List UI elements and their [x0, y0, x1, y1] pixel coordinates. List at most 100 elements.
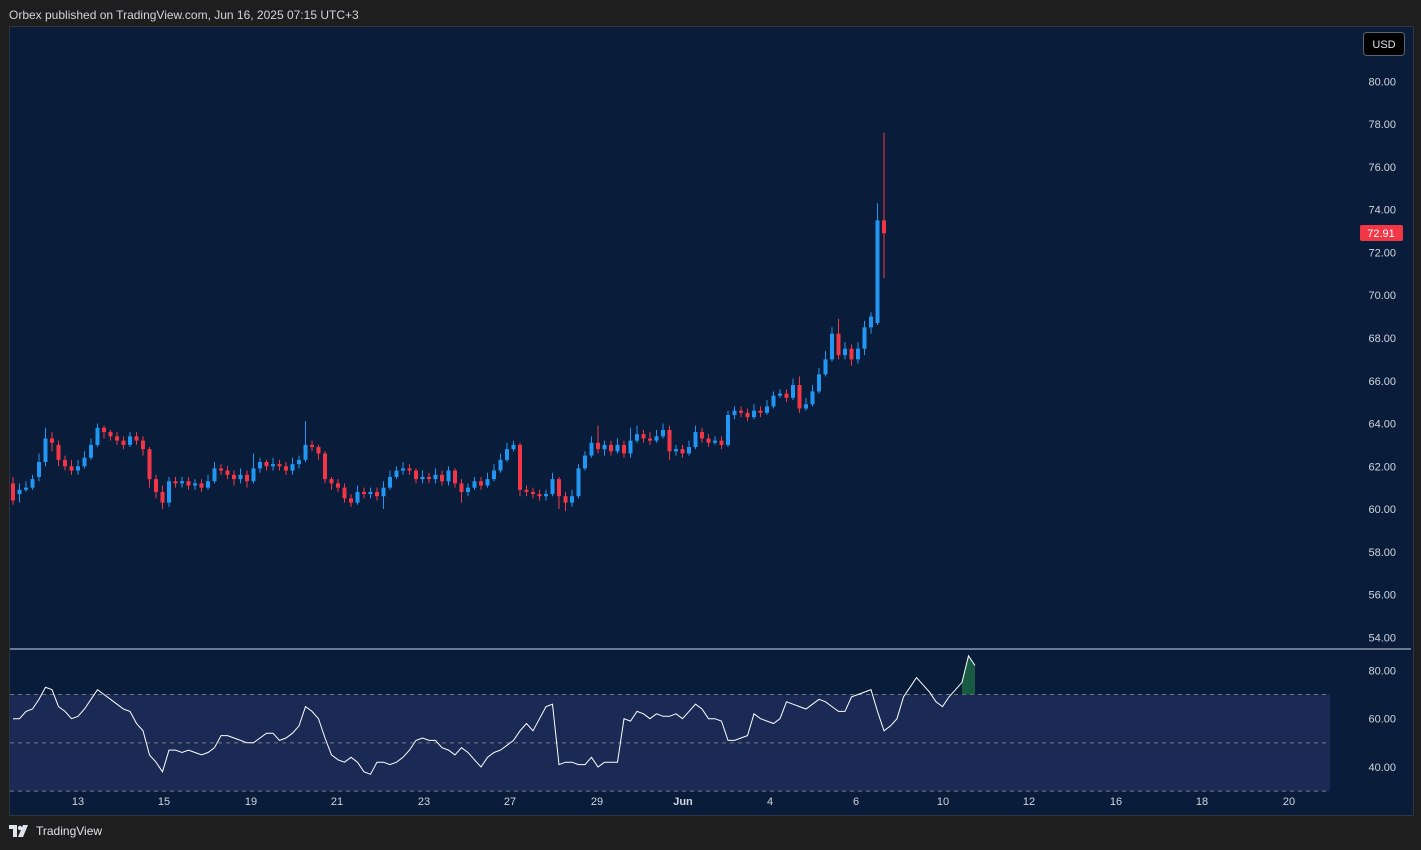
- candle: [745, 408, 750, 422]
- candle: [628, 427, 633, 458]
- price-tick-label: 70.00: [1368, 290, 1396, 302]
- candle-body: [375, 491, 379, 497]
- candle: [303, 421, 308, 462]
- candle: [355, 485, 360, 505]
- candle-body: [43, 438, 48, 462]
- currency-button[interactable]: USD: [1363, 32, 1405, 56]
- candle: [76, 459, 80, 475]
- candle-body: [843, 348, 847, 356]
- candle: [63, 455, 67, 471]
- candle-body: [628, 440, 633, 454]
- candle-body: [505, 449, 509, 460]
- candle-body: [875, 220, 880, 324]
- candle: [102, 425, 106, 439]
- candle: [50, 432, 54, 452]
- candle: [407, 464, 412, 475]
- footer-brand-label: TradingView: [36, 824, 103, 838]
- candle-body: [700, 432, 704, 439]
- candle: [752, 404, 756, 420]
- candle-body: [381, 487, 386, 497]
- candle-body: [563, 496, 568, 503]
- candle-body: [849, 348, 854, 360]
- candle: [141, 436, 145, 456]
- candle: [24, 481, 28, 492]
- candle-body: [810, 391, 815, 405]
- candle: [823, 350, 828, 377]
- candle: [693, 425, 698, 450]
- candle-body: [817, 374, 821, 392]
- candle-body: [134, 436, 139, 441]
- candle-body: [264, 462, 269, 467]
- candle: [654, 429, 659, 443]
- candle-body: [108, 432, 113, 437]
- candle-body: [654, 436, 659, 441]
- candle-body: [154, 479, 158, 492]
- rsi-overbought-fill: [962, 655, 975, 695]
- candle-body: [102, 427, 106, 433]
- candle-body: [667, 429, 672, 452]
- candle-body: [238, 474, 243, 480]
- price-tick-label: 62.00: [1368, 461, 1396, 473]
- candle: [674, 444, 678, 456]
- candle: [440, 470, 444, 486]
- candle-body: [459, 483, 464, 492]
- candle: [89, 438, 93, 460]
- candle: [537, 489, 542, 501]
- candle: [82, 451, 87, 469]
- candle: [277, 459, 282, 471]
- candle: [810, 385, 815, 407]
- candle-body: [245, 474, 249, 482]
- candle: [778, 389, 782, 398]
- candle: [69, 459, 74, 475]
- candle-body: [570, 496, 574, 503]
- candle: [589, 436, 594, 458]
- candle: [258, 457, 262, 473]
- candle: [596, 425, 600, 454]
- candle-body: [784, 393, 789, 398]
- footer-brand[interactable]: TradingView: [9, 824, 102, 838]
- candle-body: [706, 438, 711, 443]
- date-tick-label: 20: [1283, 796, 1295, 808]
- date-tick-label: 19: [245, 796, 257, 808]
- candle: [550, 472, 555, 497]
- candle: [206, 474, 210, 490]
- candle: [284, 462, 288, 475]
- candle: [121, 436, 126, 450]
- candle: [30, 474, 35, 490]
- candle-body: [95, 427, 100, 445]
- candle-body: [537, 494, 542, 497]
- candle: [388, 470, 392, 490]
- candle: [56, 440, 61, 467]
- candle-body: [89, 444, 93, 458]
- price-tick-label: 60.00: [1368, 504, 1396, 516]
- price-tick-label: 58.00: [1368, 547, 1396, 559]
- date-tick-label: 12: [1023, 796, 1035, 808]
- candle-body: [446, 470, 451, 482]
- last-price-tag: 72.91: [1360, 225, 1403, 242]
- candle: [232, 470, 236, 486]
- candle-body: [433, 474, 438, 480]
- candle: [882, 132, 886, 279]
- candle-body: [407, 468, 412, 471]
- candle-body: [225, 470, 230, 475]
- candle: [420, 470, 425, 484]
- candle: [862, 320, 867, 356]
- candle-body: [680, 449, 685, 454]
- candle: [518, 442, 522, 497]
- price-tick-label: 64.00: [1368, 419, 1396, 431]
- candle: [323, 451, 327, 484]
- date-axis: 13 15 19 21 23 27 29 Jun 4 6 10 12 16 18 20: [72, 796, 1295, 808]
- candle: [186, 476, 191, 490]
- candle: [563, 491, 568, 512]
- candle-body: [17, 489, 22, 495]
- candle: [368, 487, 373, 499]
- candle-body: [830, 333, 834, 360]
- candle: [680, 444, 685, 458]
- candle-body: [290, 464, 295, 471]
- candle: [225, 466, 230, 480]
- candle-body: [11, 483, 15, 501]
- candle: [147, 447, 152, 488]
- candle: [173, 476, 178, 488]
- candle-body: [193, 483, 197, 486]
